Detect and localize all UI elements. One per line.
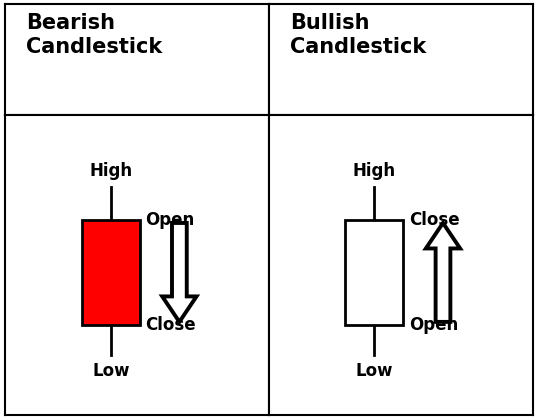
Text: Bullish
Candlestick: Bullish Candlestick (290, 13, 426, 57)
Bar (82, 220, 140, 325)
Text: Close: Close (145, 316, 196, 334)
Text: High: High (353, 161, 396, 179)
Text: Close: Close (409, 211, 459, 229)
Text: High: High (89, 161, 132, 179)
Text: Low: Low (92, 362, 130, 380)
Text: Open: Open (409, 316, 458, 334)
Bar (345, 220, 404, 325)
Polygon shape (426, 223, 460, 322)
Text: Bearish
Candlestick: Bearish Candlestick (26, 13, 162, 57)
Text: Open: Open (145, 211, 194, 229)
Text: Low: Low (356, 362, 393, 380)
Polygon shape (162, 223, 196, 322)
